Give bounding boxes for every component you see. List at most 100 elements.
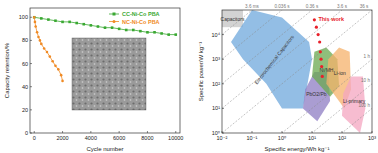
y-tick <box>222 34 224 35</box>
x-tick-label: 10¹ <box>308 135 316 141</box>
x-tick <box>342 131 343 133</box>
point <box>61 21 64 24</box>
x-tick <box>175 131 176 133</box>
y-axis-label: Specific power/W kg⁻¹ <box>198 42 204 102</box>
y-tick <box>222 108 224 109</box>
x-tick-label: 8000 <box>141 135 153 141</box>
y-tick <box>30 63 32 64</box>
x-tick-label: 10⁰ <box>278 135 287 141</box>
time-label: 100 h <box>359 103 371 108</box>
y-tick-label: 40 <box>22 84 28 90</box>
point <box>61 80 64 83</box>
y-tick <box>30 17 32 18</box>
x-tick <box>372 131 373 133</box>
time-line <box>222 10 372 59</box>
time-line <box>222 10 372 133</box>
time-label: 1 h <box>364 54 371 59</box>
y-tick <box>30 133 32 134</box>
point <box>39 39 42 42</box>
time-label: 3.6 s <box>337 4 348 9</box>
figure: 0200040006000800010000020406080100Cycle … <box>0 0 378 153</box>
point <box>132 29 135 32</box>
series-line <box>34 17 176 34</box>
point <box>315 26 318 29</box>
x-tick <box>62 131 63 133</box>
x-tick <box>90 131 91 133</box>
y-tick <box>30 86 32 87</box>
annotation: This work <box>318 16 345 22</box>
y-tick <box>222 133 224 134</box>
point <box>34 25 37 28</box>
point <box>82 23 85 26</box>
point <box>313 18 316 21</box>
time-line <box>222 10 372 108</box>
point <box>54 19 57 22</box>
time-line <box>222 59 372 133</box>
point <box>146 31 149 34</box>
y-tick-label: 100 <box>19 14 28 20</box>
plot-area <box>222 10 372 133</box>
frame <box>222 10 372 133</box>
point <box>319 58 322 61</box>
point <box>36 31 39 34</box>
y-tick <box>30 40 32 41</box>
inset-image <box>72 38 146 110</box>
point <box>318 40 321 43</box>
point <box>57 68 60 71</box>
x-tick <box>119 131 120 133</box>
x-tick <box>34 131 35 133</box>
point <box>75 22 78 25</box>
x-tick-label: 10000 <box>168 135 183 141</box>
point <box>125 29 128 32</box>
x-tick-label: 10² <box>338 135 346 141</box>
y-tick-label: 60 <box>22 61 28 67</box>
point <box>49 55 52 58</box>
x-tick <box>252 131 253 133</box>
x-tick-label: 2000 <box>56 135 68 141</box>
legend-line <box>109 14 119 15</box>
x-tick-label: 10³ <box>368 135 376 141</box>
region <box>231 10 312 108</box>
y-tick-label: 10¹ <box>212 105 220 111</box>
x-tick-label: 0 <box>33 135 36 141</box>
time-line <box>222 108 372 133</box>
point <box>104 26 107 29</box>
point <box>60 74 63 77</box>
point <box>43 47 46 50</box>
point <box>174 33 177 36</box>
point <box>34 21 37 24</box>
x-axis-label: Specific energy/Wh kg⁻¹ <box>265 146 330 152</box>
y-tick-label: 10⁰ <box>212 130 221 136</box>
x-tick-label: 10⁻¹ <box>247 135 258 141</box>
legend-line <box>109 21 119 22</box>
region-label: Li-ion <box>334 70 346 76</box>
point <box>90 24 93 27</box>
point <box>153 31 156 34</box>
point <box>47 18 50 21</box>
y-tick-label: 10² <box>212 81 220 87</box>
region-label: Ni/MH <box>320 67 334 73</box>
legend-label: CC-Ni-Co PBA <box>122 11 160 17</box>
x-axis-label: Cycle number <box>86 146 123 152</box>
frame <box>30 8 180 133</box>
y-tick-label: 20 <box>22 107 28 113</box>
point <box>321 75 324 78</box>
y-tick-label: 0 <box>25 130 28 136</box>
point <box>111 26 114 29</box>
point <box>118 28 121 31</box>
y-tick-label: 10⁴ <box>212 32 221 38</box>
y-tick <box>222 83 224 84</box>
region-label: Capacitors <box>221 16 245 22</box>
region-label: PbO2/Pb <box>306 91 327 97</box>
series-line <box>34 17 62 81</box>
point <box>54 65 57 68</box>
point <box>97 25 100 28</box>
point <box>46 51 49 54</box>
time-label: 36 s <box>360 4 369 9</box>
point <box>167 33 170 36</box>
time-label: 0.36 s <box>306 4 319 9</box>
point <box>37 36 40 39</box>
x-tick-label: 6000 <box>113 135 125 141</box>
time-line <box>222 10 372 84</box>
point <box>51 60 54 63</box>
